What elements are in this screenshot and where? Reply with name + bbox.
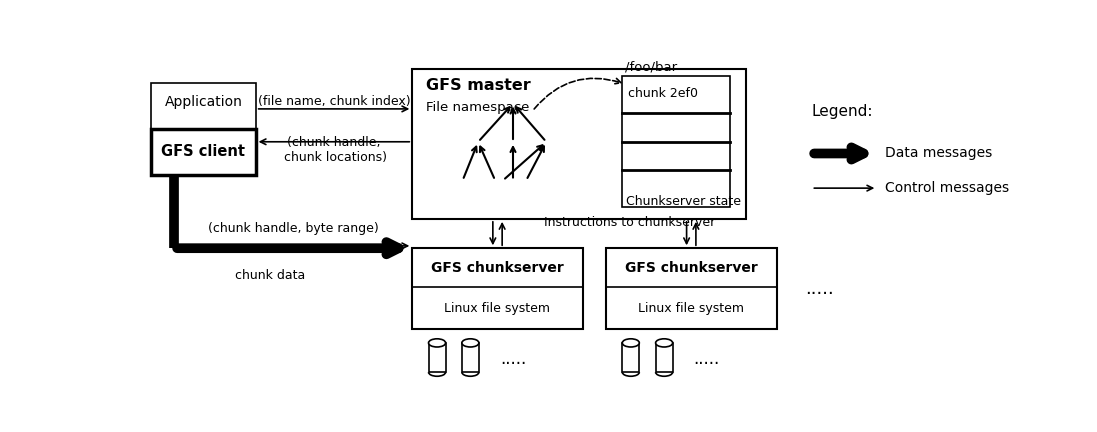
- Bar: [151, 129, 256, 175]
- Bar: [151, 83, 256, 130]
- Text: GFS master: GFS master: [427, 78, 531, 93]
- Text: chunk 2ef0: chunk 2ef0: [627, 87, 698, 100]
- Text: .....: .....: [500, 350, 527, 368]
- Text: GFS chunkserver: GFS chunkserver: [431, 260, 564, 275]
- Text: .....: .....: [693, 350, 720, 368]
- Ellipse shape: [656, 339, 672, 347]
- Text: Legend:: Legend:: [812, 104, 873, 119]
- Ellipse shape: [622, 339, 640, 347]
- Text: Linux file system: Linux file system: [638, 302, 744, 314]
- Text: Linux file system: Linux file system: [444, 302, 551, 314]
- Ellipse shape: [429, 339, 445, 347]
- Text: Instructions to chunkserver: Instructions to chunkserver: [544, 216, 715, 229]
- Bar: [412, 248, 583, 329]
- Text: (file name, chunk index): (file name, chunk index): [258, 95, 410, 108]
- Text: Control messages: Control messages: [885, 181, 1009, 195]
- Text: /foo/bar: /foo/bar: [625, 61, 678, 74]
- Bar: [606, 248, 777, 329]
- Text: Data messages: Data messages: [885, 146, 993, 160]
- Bar: [656, 343, 672, 372]
- Bar: [412, 69, 746, 219]
- Text: GFS client: GFS client: [161, 144, 246, 159]
- Bar: [429, 343, 445, 372]
- Text: GFS chunkserver: GFS chunkserver: [625, 260, 758, 275]
- Text: File namespace: File namespace: [427, 101, 530, 114]
- Text: Chunkserver state: Chunkserver state: [626, 195, 740, 208]
- Text: (chunk handle, byte range): (chunk handle, byte range): [208, 222, 378, 235]
- Text: chunk data: chunk data: [235, 269, 305, 282]
- Bar: [622, 343, 640, 372]
- Ellipse shape: [462, 339, 479, 347]
- Bar: [622, 76, 730, 207]
- Text: Application: Application: [165, 95, 242, 109]
- Text: (chunk handle,
 chunk locations): (chunk handle, chunk locations): [281, 136, 387, 164]
- Text: .....: .....: [805, 280, 834, 298]
- Bar: [462, 343, 479, 372]
